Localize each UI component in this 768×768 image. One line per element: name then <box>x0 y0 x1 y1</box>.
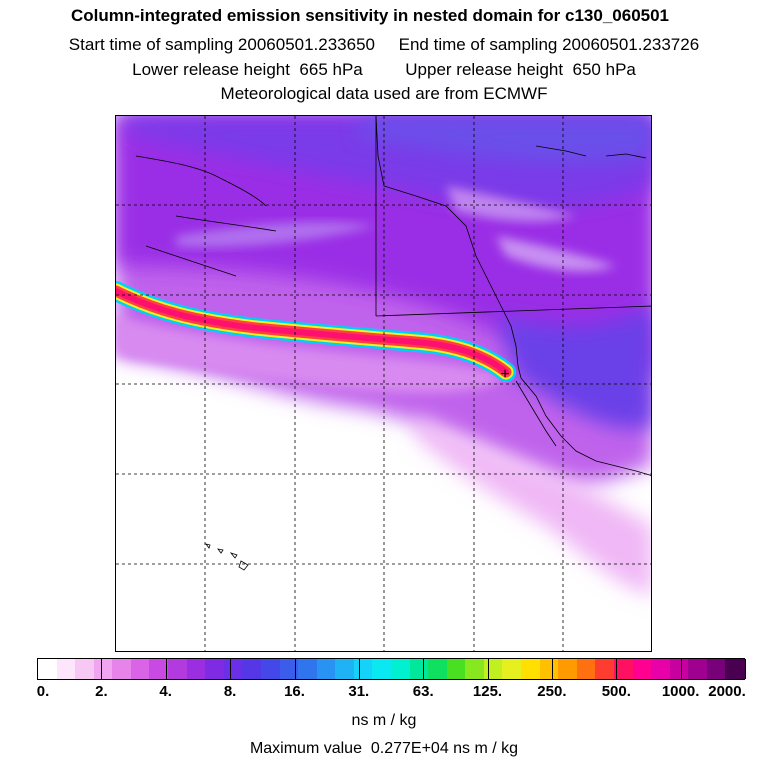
colorbar-swatch <box>688 659 708 679</box>
colorbar-swatch <box>130 659 151 679</box>
colorbar-swatch <box>168 659 188 679</box>
coastlines <box>135 116 651 571</box>
plume-trajectory <box>116 281 516 382</box>
colorbar-tick-label: 63. <box>412 683 434 700</box>
colorbar-swatch <box>112 659 132 679</box>
release-height-line: Lower release height 665 hPa Upper relea… <box>132 60 636 79</box>
colorbar-tick-mark <box>358 659 360 679</box>
colorbar-swatch <box>502 659 522 679</box>
met-data-line: Meteorological data used are from ECMWF <box>220 84 548 103</box>
colorbar-tick-mark <box>487 659 489 679</box>
colorbar-tick-label: 2. <box>95 683 108 700</box>
colorbar-swatch <box>539 659 559 679</box>
colorbar-tick-label: 8. <box>223 683 237 700</box>
colorbar-swatch <box>38 659 58 679</box>
colorbar-tick-label: 1000. <box>661 683 700 700</box>
colorbar-swatch <box>725 659 745 679</box>
colorbar-swatch <box>223 659 243 679</box>
colorbar-swatch <box>242 659 262 679</box>
colorbar-tick-label: 250. <box>537 683 567 700</box>
colorbar-swatch <box>391 659 411 679</box>
colorbar-swatch <box>372 659 392 679</box>
colorbar-swatch <box>353 659 373 679</box>
colorbar-swatch <box>651 659 671 679</box>
colorbar-swatch <box>186 659 206 679</box>
colorbar-tick-label: 500. <box>601 683 631 700</box>
colorbar-tick-label: 4. <box>159 683 172 700</box>
sampling-time-line: Start time of sampling 20060501.233650 E… <box>68 35 700 54</box>
maximum-value-text: Maximum value 0.277E+04 ns m / kg <box>249 740 519 757</box>
colorbar-tick-mark <box>230 659 232 679</box>
colorbar-swatch <box>632 659 652 679</box>
colorbar <box>37 658 746 680</box>
colorbar-swatch <box>298 659 318 679</box>
colorbar-tick-label: 125. <box>472 683 503 700</box>
release-point-marker: + <box>500 366 509 383</box>
colorbar-tick-mark <box>37 659 38 679</box>
colorbar-swatch <box>706 659 726 679</box>
colorbar-tick-label: 31. <box>348 683 370 700</box>
colorbar-swatch <box>428 659 448 679</box>
colorbar-tick-mark <box>165 659 167 679</box>
colorbar-swatch <box>75 659 95 679</box>
colorbar-tick-mark <box>101 659 103 679</box>
colorbar-tick-label: 2000. <box>708 683 746 700</box>
colorbar-swatch <box>93 659 113 679</box>
colorbar-swatch <box>409 659 429 679</box>
colorbar-tick-mark <box>294 659 296 679</box>
colorbar-tick-mark <box>745 659 746 679</box>
colorbar-swatch <box>205 659 225 679</box>
sensitivity-map: + <box>115 115 652 652</box>
colorbar-swatch <box>669 659 689 679</box>
colorbar-swatch <box>613 659 634 679</box>
colorbar-tick-label: 16. <box>284 683 305 700</box>
colorbar-swatch <box>465 659 485 679</box>
chart-title: Column-integrated emission sensitivity i… <box>70 6 670 25</box>
colorbar-unit-label: ns m / kg <box>351 712 417 729</box>
colorbar-tick-mark <box>551 659 553 679</box>
colorbar-swatch <box>483 659 504 679</box>
colorbar-swatch <box>260 659 281 679</box>
colorbar-tick-mark <box>616 659 618 679</box>
map-svg: + <box>116 116 651 651</box>
colorbar-swatch <box>521 659 541 679</box>
colorbar-tick-mark <box>680 659 682 679</box>
colorbar-tick-mark <box>423 659 425 679</box>
colorbar-tick-label: 0. <box>36 683 50 700</box>
colorbar-swatch <box>316 659 336 679</box>
colorbar-swatch <box>149 659 169 679</box>
colorbar-swatch <box>576 659 596 679</box>
colorbar-swatch <box>446 659 466 679</box>
colorbar-swatch <box>595 659 615 679</box>
colorbar-swatch <box>279 659 299 679</box>
colorbar-swatch <box>335 659 355 679</box>
colorbar-swatch <box>558 659 578 679</box>
colorbar-swatch <box>56 659 76 679</box>
